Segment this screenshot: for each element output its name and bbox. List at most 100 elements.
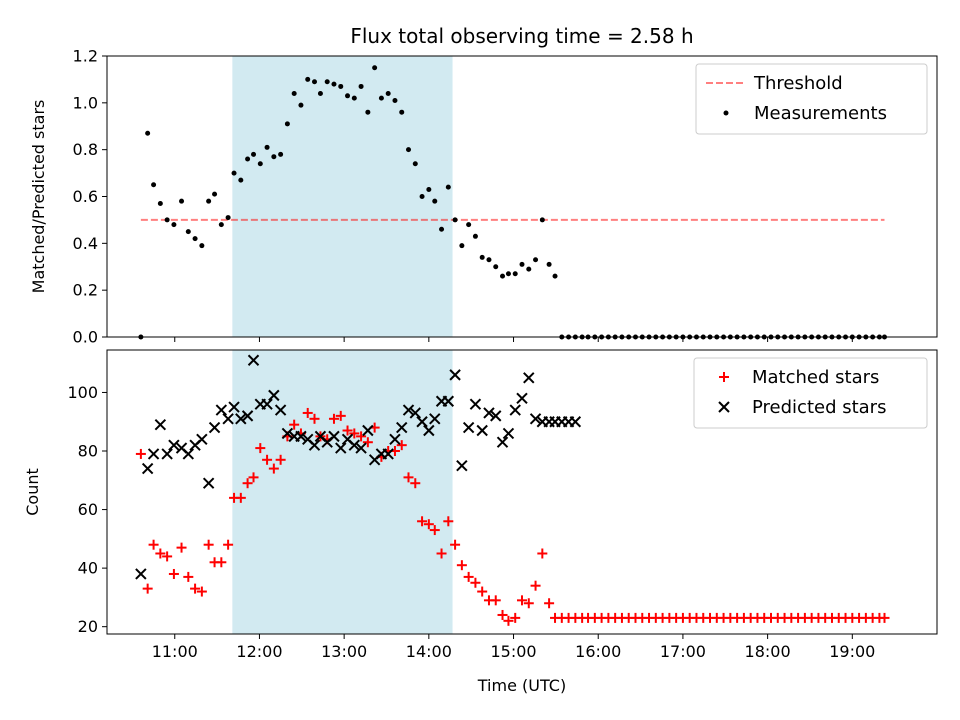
measurement-point — [552, 273, 558, 279]
matched-star-point — [183, 571, 194, 582]
measurements-legend-label: Measurements — [754, 103, 887, 124]
measurement-point — [452, 217, 458, 223]
measurement-point — [505, 271, 511, 277]
measurement-point — [358, 83, 364, 89]
y-tick-label: 1.0 — [73, 93, 98, 112]
count-x-axis-label: Time (UTC) — [477, 676, 566, 695]
measurement-point — [479, 254, 485, 260]
y-tick-label: 0.6 — [73, 187, 98, 206]
measurement-point — [519, 261, 525, 267]
matched-star-point — [342, 425, 353, 436]
measurement-point — [206, 198, 212, 204]
chart-title: Flux total observing time = 2.58 h — [350, 24, 693, 48]
measurement-point — [406, 147, 412, 153]
matched-star-point — [470, 577, 481, 588]
measurement-point — [264, 144, 270, 150]
measurement-point — [392, 97, 398, 103]
predicted-star-point — [382, 448, 394, 460]
predicted-star-point — [154, 418, 167, 431]
measurement-point — [199, 243, 205, 249]
matched-star-point — [477, 586, 488, 597]
matched-star-point — [879, 612, 890, 623]
matched-legend-marker — [719, 372, 729, 382]
matched-star-point — [517, 595, 527, 606]
predicted-star-point — [449, 369, 461, 381]
matched-legend-label: Matched stars — [752, 367, 879, 388]
y-tick-label: 40 — [78, 559, 98, 578]
predicted-star-point — [141, 462, 154, 475]
predicted-star-point — [355, 442, 367, 454]
measurement-point — [278, 151, 284, 157]
measurement-point — [284, 121, 290, 127]
x-tick-label: 16:00 — [575, 642, 621, 661]
measurement-point — [157, 201, 163, 207]
x-tick-label: 13:00 — [321, 642, 367, 661]
measurement-point — [372, 65, 378, 71]
measurement-point — [526, 266, 532, 272]
predicted-star-point — [423, 424, 435, 437]
predicted-star-point — [396, 421, 408, 434]
measurement-point — [298, 102, 304, 108]
measurement-point — [365, 109, 371, 115]
predicted-star-point — [529, 413, 542, 425]
matched-star-point — [248, 472, 259, 483]
measurement-point — [331, 81, 337, 87]
matched-star-point — [396, 440, 407, 451]
measurement-point — [245, 156, 251, 162]
measurement-point — [533, 257, 539, 263]
matched-star-point — [302, 407, 313, 418]
measurement-point — [378, 95, 384, 101]
predicted-star-point — [135, 568, 147, 580]
predicted-star-point — [490, 410, 502, 422]
measurement-point — [351, 95, 357, 101]
x-tick-label: 17:00 — [660, 642, 706, 661]
x-tick-label: 11:00 — [152, 642, 198, 661]
predicted-star-point — [268, 389, 280, 402]
measurement-point — [185, 229, 191, 235]
predicted-star-point — [476, 424, 488, 437]
matched-star-point — [190, 583, 201, 594]
predicted-star-point — [215, 404, 228, 416]
measurement-point — [466, 222, 472, 228]
matched-star-point — [223, 539, 234, 550]
predicted-star-point — [241, 410, 254, 422]
matched-star-point — [196, 586, 207, 597]
predicted-star-point — [328, 430, 340, 443]
matched-star-point — [255, 443, 266, 454]
observing-window-shade — [232, 56, 453, 337]
measurement-point — [291, 90, 297, 96]
predicted-star-point — [402, 404, 415, 416]
measurement-point — [317, 90, 323, 96]
count-y-axis-label: Count — [23, 468, 42, 516]
matched-star-point — [268, 463, 279, 474]
predicted-star-point — [416, 416, 428, 428]
matched-legend-glyph — [719, 372, 729, 382]
predicted-star-point — [442, 395, 455, 407]
ratio-legend: Threshold Measurements — [695, 63, 928, 135]
matched-star-point — [289, 419, 300, 430]
matched-star-point — [148, 539, 159, 550]
predicted-star-point — [509, 404, 521, 416]
ratio-y-axis-label: Matched/Predicted stars — [29, 100, 48, 294]
predicted-star-point — [281, 427, 294, 440]
measurement-point — [500, 273, 506, 279]
y-tick-label: 20 — [78, 617, 98, 636]
predicted-star-point — [496, 436, 509, 448]
predicted-star-point — [569, 416, 582, 428]
matched-star-point — [490, 595, 501, 606]
count-legend: Matched stars Predicted stars — [693, 357, 928, 429]
x-tick-label: 15:00 — [490, 642, 536, 661]
predicted-star-point — [228, 401, 240, 413]
predicted-star-point — [429, 413, 441, 425]
ratio-legend-box — [695, 63, 928, 135]
y-tick-label: 0.8 — [73, 140, 98, 159]
y-tick-label: 1.2 — [73, 47, 98, 66]
measurement-point — [432, 198, 438, 204]
measurement-point — [312, 79, 317, 85]
measurement-point — [171, 222, 177, 228]
matched-star-point — [235, 492, 246, 503]
measurement-point — [192, 236, 198, 242]
measurement-point — [539, 217, 545, 223]
predicted-star-point — [483, 407, 495, 419]
